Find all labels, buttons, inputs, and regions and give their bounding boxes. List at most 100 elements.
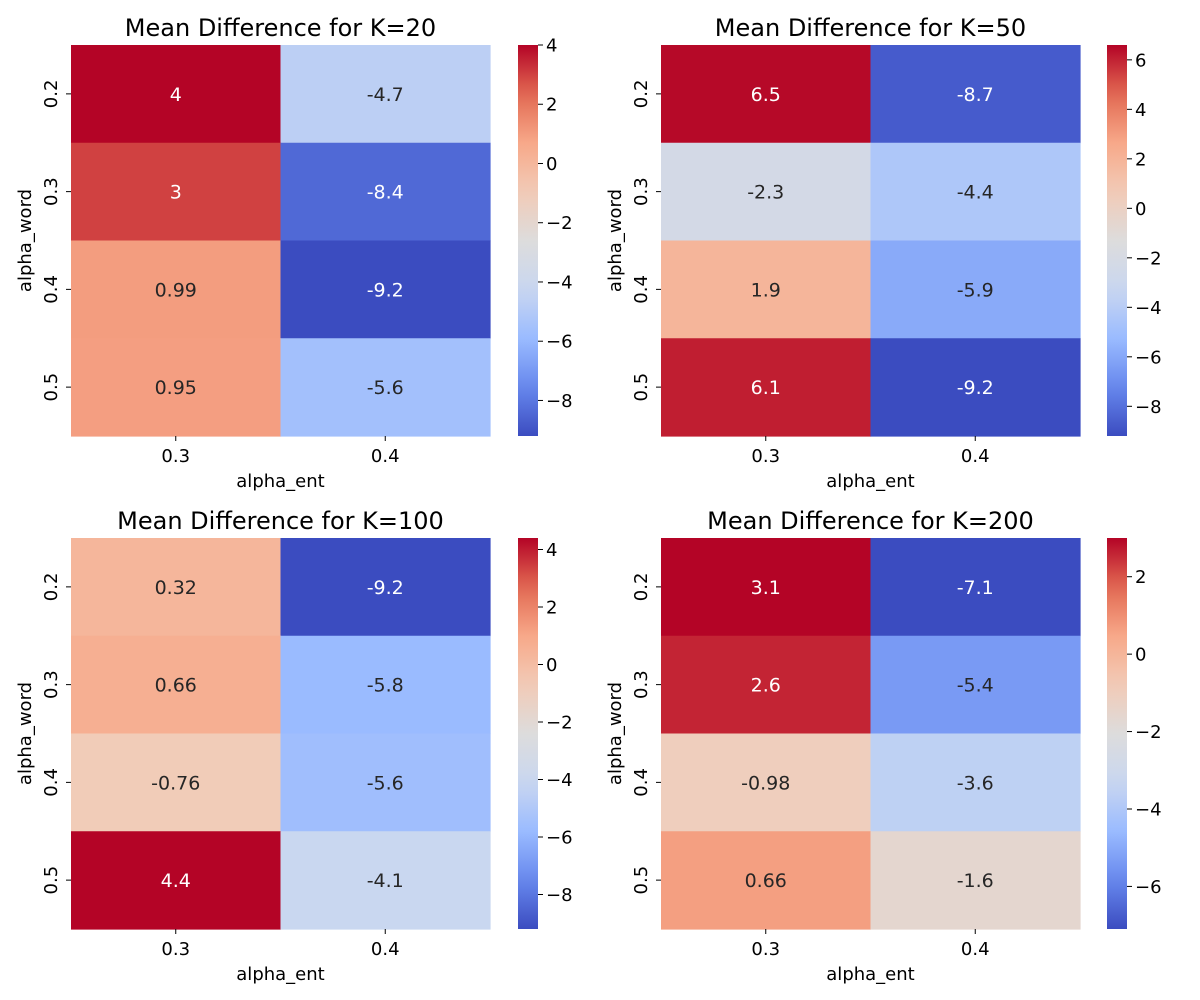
colorbar [518, 45, 538, 436]
cell-value-label: 0.66 [745, 870, 787, 892]
colorbar-tick-label: −4 [1135, 298, 1162, 319]
heatmap-cell [280, 831, 491, 930]
x-tick-label: 0.3 [161, 939, 190, 960]
y-tick-label: 0.5 [41, 866, 62, 895]
colorbar-tick-label: −4 [546, 770, 573, 791]
colorbar-tick-label: 4 [1135, 100, 1146, 121]
heatmap-cell [71, 240, 282, 339]
colorbar-tick-label: −4 [1135, 799, 1162, 820]
cell-value-label: -4.1 [367, 870, 404, 892]
colorbar-tick-label: 0 [1135, 645, 1146, 666]
colorbar-tick-label: −8 [546, 885, 573, 906]
colorbar-tick-label: −8 [1135, 397, 1162, 418]
cell-value-label: 1.9 [751, 279, 781, 301]
heatmap-cell [870, 635, 1081, 735]
y-tick-label: 0.3 [41, 177, 62, 206]
x-axis-label: alpha_ent [236, 964, 324, 985]
heatmap-cell [870, 142, 1081, 242]
x-tick-label: 0.4 [961, 446, 990, 467]
cell-value-label: -0.76 [151, 772, 200, 794]
heatmap-cell [661, 635, 872, 735]
heatmap-cell [661, 142, 872, 242]
cell-value-label: -2.3 [747, 182, 784, 204]
x-tick-label: 0.4 [961, 939, 990, 960]
heatmap-cell [280, 240, 491, 339]
heatmap-cell [71, 338, 282, 437]
cell-value-label: 3.1 [751, 577, 781, 599]
chart-title: Mean Difference for K=100 [117, 507, 444, 535]
x-axis-label: alpha_ent [826, 471, 914, 492]
y-tick-label: 0.4 [41, 275, 62, 304]
heatmap-cell [870, 831, 1081, 930]
y-axis-label: alpha_word [15, 682, 36, 785]
y-tick-label: 0.3 [41, 670, 62, 699]
heatmap-cell [661, 733, 872, 832]
cell-value-label: -5.9 [957, 279, 994, 301]
colorbar-tick-label: −6 [1135, 877, 1162, 898]
cell-value-label: 4 [170, 84, 182, 106]
cell-value-label: -5.4 [957, 675, 994, 697]
cell-value-label: -7.1 [957, 577, 994, 599]
heatmap-cell [661, 338, 872, 437]
cell-value-label: -4.7 [367, 84, 404, 106]
heatmap-cell [71, 142, 282, 242]
heatmap-cell [661, 831, 872, 930]
y-tick-label: 0.2 [41, 573, 62, 602]
cell-value-label: -5.6 [367, 377, 404, 399]
colorbar-tick-label: 0 [546, 655, 557, 676]
cell-value-label: -5.6 [367, 772, 404, 794]
cell-value-label: 4.4 [161, 870, 191, 892]
heatmap-cell [280, 538, 491, 637]
cell-value-label: -3.6 [957, 772, 994, 794]
y-axis-label: alpha_word [605, 189, 626, 292]
x-tick-label: 0.3 [751, 446, 780, 467]
heatmap-cell [71, 538, 282, 637]
colorbar-tick-label: 2 [546, 598, 557, 619]
colorbar-tick-label: 2 [1135, 567, 1146, 588]
y-tick-label: 0.3 [631, 177, 652, 206]
y-axis-label: alpha_word [15, 189, 36, 292]
heatmap-cell [870, 240, 1081, 339]
colorbar-tick-label: −8 [546, 391, 573, 412]
cell-value-label: -9.2 [957, 377, 994, 399]
heatmap-cell [280, 635, 491, 735]
cell-value-label: 0.99 [155, 279, 197, 301]
cell-value-label: -9.2 [367, 577, 404, 599]
y-tick-label: 0.5 [631, 373, 652, 402]
colorbar-tick-label: −6 [546, 332, 573, 353]
colorbar-tick-label: 4 [546, 540, 557, 561]
cell-value-label: 3 [170, 182, 182, 204]
x-axis-label: alpha_ent [236, 471, 324, 492]
cell-value-label: 0.95 [155, 377, 197, 399]
x-tick-label: 0.3 [161, 446, 190, 467]
cell-value-label: 6.5 [751, 84, 781, 106]
heatmap-cell [71, 831, 282, 930]
heatmap-cell [661, 45, 872, 144]
colorbar-tick-label: −2 [546, 213, 573, 234]
heatmap-cell [71, 733, 282, 832]
y-axis-label: alpha_word [605, 682, 626, 785]
chart-title: Mean Difference for K=50 [715, 14, 1026, 42]
colorbar-tick-label: 0 [546, 154, 557, 175]
colorbar-tick-label: 2 [546, 95, 557, 116]
heatmap-panel-1: 4 -4.7 3 -8.4 0.99 -9.2 0.95 -5.6 Mean Differenc… [15, 14, 573, 492]
colorbar-tick-label: 2 [1135, 149, 1146, 170]
chart-title: Mean Difference for K=200 [707, 507, 1034, 535]
y-tick-label: 0.5 [631, 866, 652, 895]
y-tick-label: 0.4 [631, 768, 652, 797]
cell-value-label: 0.66 [155, 675, 197, 697]
heatmap-cell [280, 338, 491, 437]
cell-value-label: -1.6 [957, 870, 994, 892]
y-tick-label: 0.4 [631, 275, 652, 304]
heatmap-cell [71, 635, 282, 735]
y-tick-label: 0.3 [631, 670, 652, 699]
heatmap-cell [280, 45, 491, 144]
heatmap-cell [280, 142, 491, 242]
cell-value-label: -9.2 [367, 279, 404, 301]
y-tick-label: 0.2 [631, 80, 652, 109]
heatmap-cell [870, 338, 1081, 437]
colorbar-tick-label: −2 [1135, 722, 1162, 743]
heatmap-cell [71, 45, 282, 144]
